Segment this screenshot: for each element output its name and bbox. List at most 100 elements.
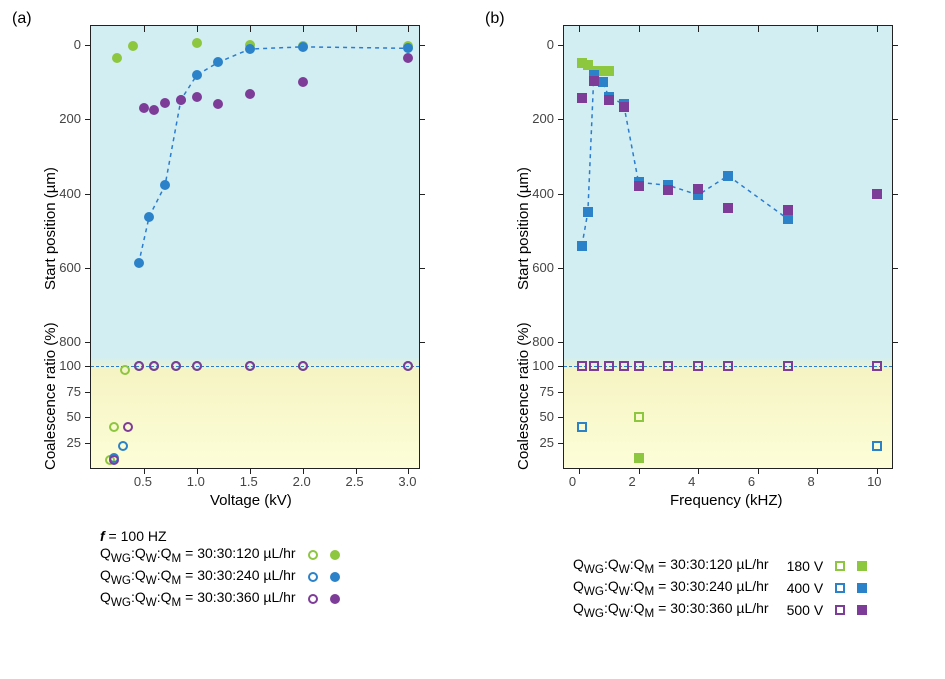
x-tick-label: 2.5 xyxy=(346,474,364,489)
x-tick-label: 0 xyxy=(569,474,576,489)
x-tick-label: 0.5 xyxy=(134,474,152,489)
data-point xyxy=(634,361,644,371)
legend-swatch-filled xyxy=(857,605,867,615)
data-point xyxy=(192,70,202,80)
data-point xyxy=(109,455,119,465)
x-tick-label: 2 xyxy=(629,474,636,489)
y-tick xyxy=(892,268,898,269)
y-tick-label: 200 xyxy=(51,111,81,126)
x-tick-label: 1.0 xyxy=(187,474,205,489)
plot-a-box: 0.51.01.52.02.53.00200400600800255075100 xyxy=(90,25,420,469)
legend-swatch-filled xyxy=(857,561,867,571)
y-tick xyxy=(419,194,425,195)
data-point xyxy=(604,361,614,371)
legend-swatch-open xyxy=(308,550,318,560)
x-tick xyxy=(758,468,759,474)
data-point xyxy=(192,361,202,371)
data-point xyxy=(160,180,170,190)
x-tick-label: 1.5 xyxy=(240,474,258,489)
data-point xyxy=(134,361,144,371)
data-point xyxy=(298,77,308,87)
data-point xyxy=(783,205,793,215)
panel-b-label: (b) xyxy=(485,10,505,28)
y-tick xyxy=(892,119,898,120)
legend-swatch-open xyxy=(308,572,318,582)
data-point xyxy=(109,422,119,432)
legend-a: f = 100 HZ QWG:QW:QM = 30:30:120 µL/hrQW… xyxy=(100,528,340,610)
axis-x-a: Voltage (kV) xyxy=(210,492,292,509)
data-point xyxy=(139,103,149,113)
legend-voltage: 400 V xyxy=(787,580,824,596)
legend-voltage: 500 V xyxy=(787,602,824,618)
x-tick-label: 3.0 xyxy=(398,474,416,489)
y-tick-label: 0 xyxy=(524,37,554,52)
axis-y-top-a: Start position (µm) xyxy=(42,167,59,290)
y-tick xyxy=(892,45,898,46)
data-point xyxy=(577,361,587,371)
axis-x-b: Frequency (kHZ) xyxy=(670,492,783,509)
data-point xyxy=(298,42,308,52)
y-tick xyxy=(419,119,425,120)
legend-a-note: f = 100 HZ xyxy=(100,528,340,544)
data-point xyxy=(723,171,733,181)
x-tick xyxy=(639,468,640,474)
data-point xyxy=(213,99,223,109)
axis-y-top-b: Start position (µm) xyxy=(515,167,532,290)
data-point xyxy=(589,361,599,371)
data-point xyxy=(403,361,413,371)
legend-b: QWG:QW:QM = 30:30:120 µL/hr180 VQWG:QW:Q… xyxy=(573,555,867,621)
x-tick-label: 10 xyxy=(867,474,881,489)
x-tick-label: 2.0 xyxy=(293,474,311,489)
x-tick xyxy=(698,468,699,474)
axis-y-bot-a: Coalescence ratio (%) xyxy=(42,322,59,470)
data-point xyxy=(403,53,413,63)
legend-swatch-open xyxy=(835,561,845,571)
data-point xyxy=(663,185,673,195)
legend-swatch-filled xyxy=(330,594,340,604)
data-point xyxy=(171,361,181,371)
x-tick-label: 6 xyxy=(748,474,755,489)
data-point xyxy=(589,76,599,86)
data-point xyxy=(634,181,644,191)
data-point xyxy=(245,89,255,99)
x-tick-label: 8 xyxy=(807,474,814,489)
legend-swatch-filled xyxy=(330,550,340,560)
data-point xyxy=(118,441,128,451)
data-point xyxy=(192,92,202,102)
data-point xyxy=(619,361,629,371)
x-tick xyxy=(579,468,580,474)
data-point xyxy=(128,41,138,51)
data-point xyxy=(577,422,587,432)
y-tick-label: 200 xyxy=(524,111,554,126)
data-point xyxy=(577,93,587,103)
data-point xyxy=(149,105,159,115)
y-tick-label: 0 xyxy=(51,37,81,52)
panel-a-label: (a) xyxy=(12,10,32,28)
data-point xyxy=(144,212,154,222)
data-point xyxy=(149,361,159,371)
axis-y-bot-b: Coalescence ratio (%) xyxy=(515,322,532,470)
legend-swatch-open xyxy=(308,594,318,604)
legend-swatch-filled xyxy=(857,583,867,593)
data-point xyxy=(245,361,255,371)
data-point xyxy=(213,57,223,67)
data-point xyxy=(872,189,882,199)
y-tick xyxy=(892,342,898,343)
data-point xyxy=(723,361,733,371)
data-point xyxy=(604,95,614,105)
y-tick xyxy=(419,342,425,343)
legend-row: QWG:QW:QM = 30:30:360 µL/hr xyxy=(100,588,340,610)
data-point xyxy=(663,361,673,371)
legend-row: QWG:QW:QM = 30:30:360 µL/hr500 V xyxy=(573,599,867,621)
data-point xyxy=(123,422,133,432)
legend-swatch-filled xyxy=(330,572,340,582)
data-point xyxy=(693,361,703,371)
data-point xyxy=(634,453,644,463)
data-point xyxy=(192,38,202,48)
data-point xyxy=(176,95,186,105)
legend-row: QWG:QW:QM = 30:30:240 µL/hr400 V xyxy=(573,577,867,599)
data-point xyxy=(872,441,882,451)
dashed-polyline xyxy=(91,26,419,468)
data-point xyxy=(298,361,308,371)
data-point xyxy=(160,98,170,108)
